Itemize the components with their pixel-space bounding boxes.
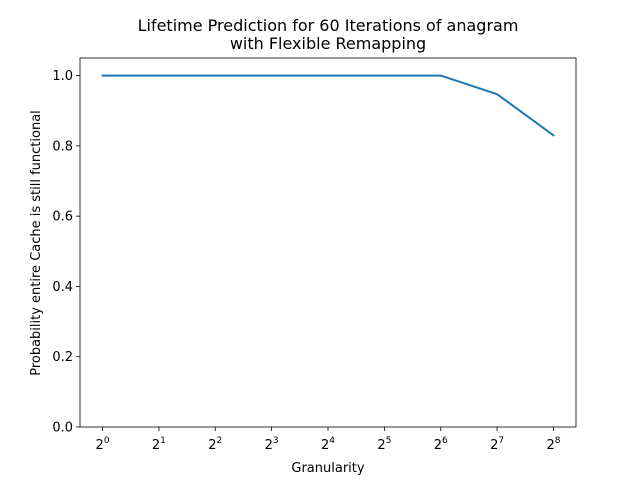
x-tick-label-base: 2 bbox=[377, 438, 385, 453]
x-tick-label: 22 bbox=[208, 436, 222, 453]
x-tick-label-exponent: 5 bbox=[386, 436, 392, 446]
y-tick-label: 0.8 bbox=[52, 139, 73, 154]
x-tick-label-exponent: 6 bbox=[442, 436, 448, 446]
y-tick-label: 1.0 bbox=[52, 69, 73, 84]
x-tick-label: 21 bbox=[152, 436, 166, 453]
x-tick-label: 23 bbox=[265, 436, 279, 453]
x-tick-label-base: 2 bbox=[434, 438, 442, 453]
x-tick-label-exponent: 7 bbox=[498, 436, 504, 446]
series-line-0 bbox=[101, 74, 555, 137]
y-tick-label: 0.6 bbox=[52, 210, 73, 225]
x-tick-label-base: 2 bbox=[265, 438, 273, 453]
y-tick-label: 0.2 bbox=[52, 350, 73, 365]
chart-title-line-1: Lifetime Prediction for 60 Iterations of… bbox=[138, 16, 519, 35]
chart-title-line-2: with Flexible Remapping bbox=[230, 34, 426, 53]
x-tick-label-exponent: 1 bbox=[160, 436, 166, 446]
x-tick-label-base: 2 bbox=[152, 438, 160, 453]
x-tick-label-exponent: 0 bbox=[104, 436, 110, 446]
x-tick-label-exponent: 8 bbox=[555, 436, 561, 446]
x-tick-label-base: 2 bbox=[321, 438, 329, 453]
plot-area: 0.00.20.40.60.81.020 21 22 23 24 25 26 27 28 bbox=[52, 57, 577, 453]
x-tick-label: 27 bbox=[490, 436, 504, 453]
x-tick-label: 24 bbox=[321, 436, 335, 453]
y-tick-label: 0.4 bbox=[52, 280, 73, 295]
y-axis-label: Probability entire Cache is still functi… bbox=[29, 110, 44, 376]
x-axis-label: Granularity bbox=[291, 461, 364, 476]
x-tick-label-base: 2 bbox=[208, 438, 216, 453]
x-tick-label-base: 2 bbox=[96, 438, 104, 453]
x-tick-label-base: 2 bbox=[490, 438, 498, 453]
y-tick-label: 0.0 bbox=[52, 421, 73, 436]
x-tick-label: 25 bbox=[377, 436, 391, 453]
x-tick-label: 28 bbox=[546, 436, 560, 453]
x-tick-label-exponent: 4 bbox=[329, 436, 335, 446]
plot-frame bbox=[79, 57, 577, 428]
x-tick-label-exponent: 2 bbox=[217, 436, 223, 446]
x-tick-label: 20 bbox=[96, 436, 110, 453]
x-tick-label-base: 2 bbox=[546, 438, 554, 453]
x-tick-label: 26 bbox=[434, 436, 448, 453]
x-tick-label-exponent: 3 bbox=[273, 436, 279, 446]
